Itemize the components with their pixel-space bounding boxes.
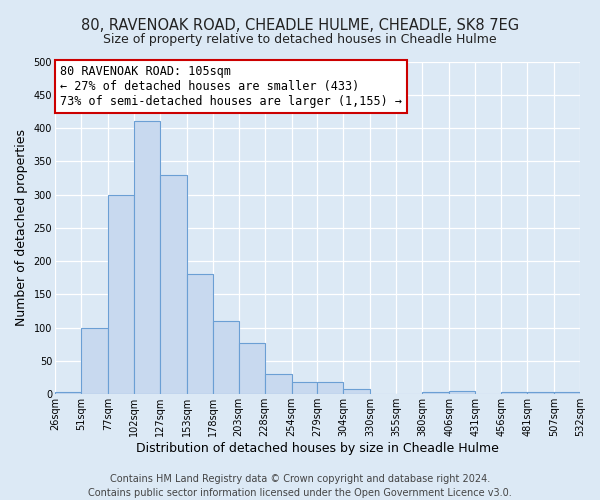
Text: Size of property relative to detached houses in Cheadle Hulme: Size of property relative to detached ho… [103, 32, 497, 46]
Bar [239, 343, 265, 394]
Bar [55, 392, 81, 394]
Bar [343, 389, 370, 394]
Text: 80, RAVENOAK ROAD, CHEADLE HULME, CHEADLE, SK8 7EG: 80, RAVENOAK ROAD, CHEADLE HULME, CHEADL… [81, 18, 519, 32]
Bar [265, 374, 292, 394]
Bar [317, 382, 343, 394]
Bar [449, 391, 475, 394]
Bar [212, 321, 239, 394]
Y-axis label: Number of detached properties: Number of detached properties [15, 130, 28, 326]
Bar [292, 382, 317, 394]
Text: Contains HM Land Registry data © Crown copyright and database right 2024.
Contai: Contains HM Land Registry data © Crown c… [88, 474, 512, 498]
Bar [108, 194, 134, 394]
Bar [527, 392, 554, 394]
Bar [554, 392, 580, 394]
Bar [160, 174, 187, 394]
Text: 80 RAVENOAK ROAD: 105sqm
← 27% of detached houses are smaller (433)
73% of semi-: 80 RAVENOAK ROAD: 105sqm ← 27% of detach… [60, 65, 402, 108]
X-axis label: Distribution of detached houses by size in Cheadle Hulme: Distribution of detached houses by size … [136, 442, 499, 455]
Bar [134, 122, 160, 394]
Bar [501, 392, 527, 394]
Bar [187, 274, 212, 394]
Bar [81, 328, 108, 394]
Bar [422, 392, 449, 394]
